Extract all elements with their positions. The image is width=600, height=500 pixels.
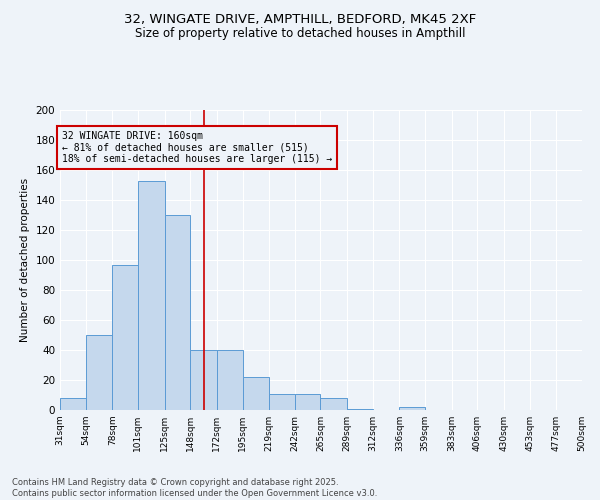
- Bar: [138, 180, 164, 410]
- Bar: [190, 350, 217, 410]
- Bar: [269, 394, 295, 410]
- Bar: [86, 335, 112, 410]
- Bar: [295, 394, 320, 410]
- Text: 32, WINGATE DRIVE, AMPTHILL, BEDFORD, MK45 2XF: 32, WINGATE DRIVE, AMPTHILL, BEDFORD, MK…: [124, 12, 476, 26]
- Bar: [60, 398, 86, 410]
- Bar: [582, 408, 600, 410]
- Bar: [400, 407, 425, 410]
- Bar: [164, 215, 190, 410]
- Bar: [217, 350, 242, 410]
- Text: Contains HM Land Registry data © Crown copyright and database right 2025.
Contai: Contains HM Land Registry data © Crown c…: [12, 478, 377, 498]
- Bar: [242, 377, 269, 410]
- Bar: [347, 408, 373, 410]
- Bar: [112, 264, 138, 410]
- Text: 32 WINGATE DRIVE: 160sqm
← 81% of detached houses are smaller (515)
18% of semi-: 32 WINGATE DRIVE: 160sqm ← 81% of detach…: [62, 131, 332, 164]
- Bar: [320, 398, 347, 410]
- Y-axis label: Number of detached properties: Number of detached properties: [20, 178, 30, 342]
- Text: Size of property relative to detached houses in Ampthill: Size of property relative to detached ho…: [135, 28, 465, 40]
